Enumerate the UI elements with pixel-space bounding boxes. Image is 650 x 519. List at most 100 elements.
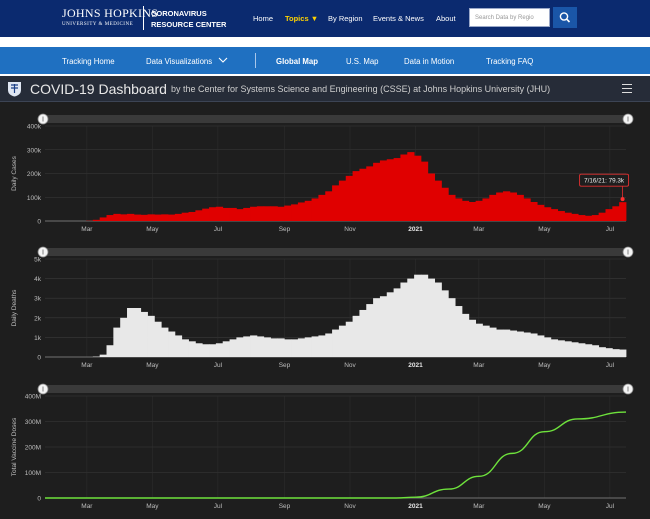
daily-cases-bar [386,159,394,221]
daily-deaths-bar [379,296,388,357]
subnav-tracking-faq[interactable]: Tracking FAQ [486,57,534,66]
daily-deaths-bar [564,341,572,357]
subnav-global-map[interactable]: Global Map [276,57,319,66]
daily-deaths-bar [578,343,586,357]
daily-cases-bar [612,206,620,221]
daily-deaths-bar [215,343,224,357]
daily-cases-bar [243,207,251,221]
menu-icon[interactable] [622,84,632,93]
daily-cases-bar [154,214,162,221]
daily-cases-bar [209,207,217,221]
daily-cases-bar [263,206,271,221]
daily-deaths-bar [557,340,565,357]
daily-deaths-y-tick: 2k [34,315,42,322]
daily-cases-y-tick: 0 [37,219,41,226]
vaccine-doses-x-tick: Jul [214,503,223,510]
daily-cases-bar [543,207,552,221]
daily-deaths-bar [496,329,504,357]
daily-deaths-bar [291,339,299,357]
subnav-tracking-home[interactable]: Tracking Home [62,57,115,66]
dashboard-title: COVID-19 Dashboard [30,81,167,97]
nav-topics[interactable]: Topics ▼ [285,14,319,23]
daily-cases-tooltip-box [579,173,630,187]
daily-cases-bar [591,215,600,221]
daily-cases-x-tick: Nov [344,226,356,233]
daily-cases-bar [215,206,224,221]
vaccine-doses-y-tick: 300M [25,419,41,426]
daily-deaths-bar [311,336,319,357]
daily-deaths-y-tick: 1k [34,335,42,342]
daily-deaths-bar [168,331,176,357]
vaccine-doses-y-tick: 0 [37,496,41,503]
resource-center-title[interactable]: CORONAVIRUS RESOURCE CENTER [151,8,226,30]
daily-cases-bar [584,215,593,221]
daily-cases-bar [509,192,518,221]
daily-cases-bar [229,207,237,221]
daily-deaths-x-tick: Jul [214,362,223,369]
jhu-shield-icon [8,82,21,97]
vaccine-doses-x-tick: Mar [81,503,93,510]
nav-home[interactable]: Home [253,14,274,23]
daily-cases-bar [455,198,463,221]
daily-cases-bar [332,185,340,221]
daily-cases-bar [284,205,292,221]
daily-cases-bar [188,211,196,221]
daily-cases-bar [92,219,101,221]
daily-cases-bar [564,212,572,221]
daily-deaths-bar [256,336,265,357]
nav-events-news[interactable]: Events & News [373,14,424,23]
daily-deaths-bar [571,342,579,357]
search-input[interactable]: Search Data by Regio [469,8,550,27]
daily-cases-bar [236,209,244,221]
daily-cases-bar [366,166,374,221]
search-button[interactable] [553,7,577,28]
jhu-logo[interactable]: Johns Hopkins UNIVERSITY & MEDICINE [62,6,158,27]
daily-cases-bar [120,214,128,221]
subnav-data-visualizations[interactable]: Data Visualizations [146,57,228,66]
brand-subtitle: UNIVERSITY & MEDICINE [62,22,134,27]
daily-cases-y-axis-label: Daily Cases [11,155,18,190]
daily-cases-bar [168,214,176,221]
vaccine-doses-y-tick: 100M [25,470,41,477]
daily-deaths-bar [147,315,155,357]
daily-cases-bar [448,194,456,221]
daily-deaths-bar [277,338,285,357]
daily-cases-bar [489,194,497,221]
daily-cases-bar [161,214,169,221]
daily-deaths-bar [448,298,456,357]
subnav-data-in-motion[interactable]: Data in Motion [404,57,455,66]
vaccine-doses-y-axis-label: Total Vaccine Doses [11,417,18,476]
daily-deaths-bar [202,344,210,357]
charts-area: 0 100k 200k 300k 400k Mar May Jul Sep Nov 2021 Mar M… [11,113,634,510]
daily-deaths-bar [99,354,107,357]
daily-cases-y-tick: 100k [27,195,42,202]
nav-by-region[interactable]: By Region [328,14,363,23]
subnav-data-visualizations-label: Data Visualizations [146,57,213,66]
daily-deaths-bar [530,333,538,357]
subnav-us-map[interactable]: U.S. Map [346,57,379,66]
daily-cases-bar [400,154,408,221]
daily-deaths-bar [386,292,394,357]
daily-cases-bar [619,202,627,221]
tracking-subnav: Tracking Home Data Visualizations Global… [0,47,650,74]
daily-cases-bar [475,200,483,221]
daily-deaths-bar [489,327,497,357]
daily-deaths-bar [455,306,463,357]
vaccine-doses-x-tick: Mar [473,503,485,510]
daily-deaths-x-tick: May [538,362,551,369]
daily-deaths-bar [304,337,312,357]
daily-cases-bar [270,206,278,221]
nav-about[interactable]: About [436,14,456,23]
brand-divider [143,6,144,30]
daily-deaths-bar [420,274,429,357]
daily-deaths-bar [482,325,490,357]
daily-cases-bar [318,194,326,221]
subnav-divider [255,53,256,68]
dashboard-subtitle: by the Center for Systems Science and En… [171,84,551,94]
daily-deaths-bar [236,337,244,357]
daily-deaths-bar [181,339,189,357]
daily-deaths-bar [605,348,613,357]
daily-cases-bar [530,202,538,221]
daily-deaths-bar [523,332,531,357]
daily-deaths-bar [188,341,196,357]
